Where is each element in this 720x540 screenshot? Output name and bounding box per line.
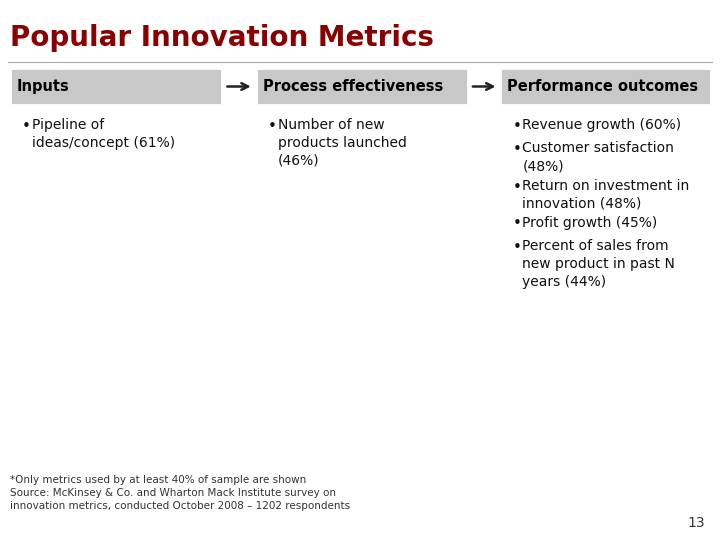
Text: Popular Innovation Metrics: Popular Innovation Metrics [10,24,434,52]
Text: Number of new
products launched
(46%): Number of new products launched (46%) [278,118,407,168]
Text: •: • [513,143,521,158]
Text: •: • [268,119,276,134]
Bar [256,68,468,105]
Bar [10,68,222,105]
Text: Profit growth (45%): Profit growth (45%) [523,215,657,230]
Text: •: • [513,119,521,134]
Text: 13: 13 [688,516,705,530]
Text: Revenue growth (60%): Revenue growth (60%) [523,118,682,132]
Text: Customer satisfaction
(48%): Customer satisfaction (48%) [523,141,674,173]
Bar [500,68,711,105]
Text: Percent of sales from
new product in past N
years (44%): Percent of sales from new product in pas… [523,239,675,289]
Text: •: • [513,240,521,255]
Text: Performance outcomes: Performance outcomes [508,79,698,94]
Text: •: • [513,217,521,232]
Text: •: • [22,119,31,134]
Text: Inputs: Inputs [17,79,70,94]
Text: Pipeline of
ideas/concept (61%): Pipeline of ideas/concept (61%) [32,118,175,150]
Text: Return on investment in
innovation (48%): Return on investment in innovation (48%) [523,179,690,211]
Text: *Only metrics used by at least 40% of sample are shown
Source: McKinsey & Co. an: *Only metrics used by at least 40% of sa… [10,475,350,511]
Text: •: • [513,179,521,194]
Text: Process effectiveness: Process effectiveness [263,79,443,94]
